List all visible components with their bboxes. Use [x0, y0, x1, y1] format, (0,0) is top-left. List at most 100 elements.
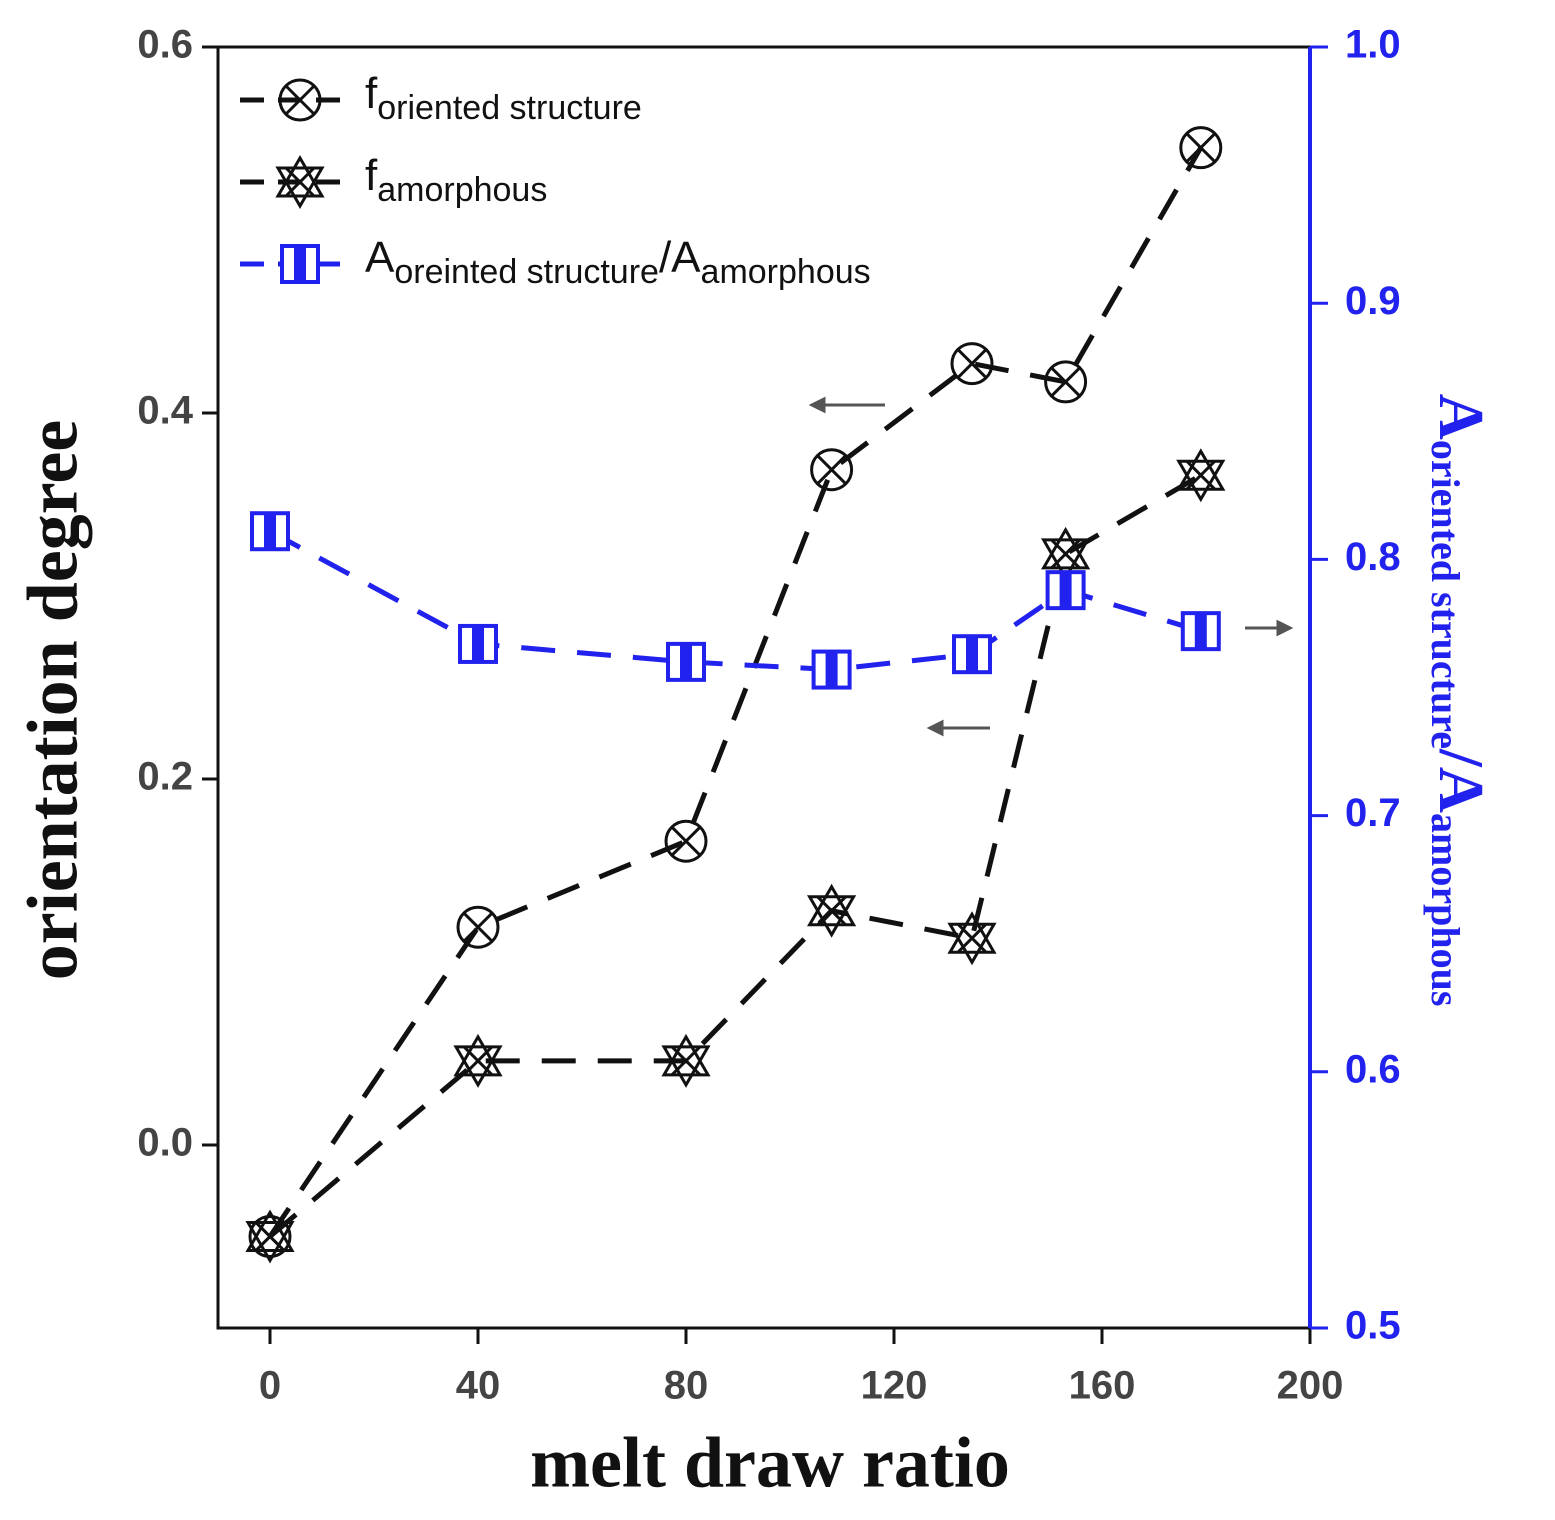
x-tick-label: 0 [259, 1364, 281, 1408]
y2-tick-label: 0.5 [1345, 1304, 1401, 1348]
data-point [245, 1209, 295, 1264]
marker-shape [1185, 460, 1216, 491]
y2-tick-label: 0.8 [1345, 535, 1401, 579]
legend-label-part: oriented structure [377, 89, 642, 127]
marker-shape [275, 155, 325, 209]
marker-shape [670, 1045, 702, 1076]
marker-shape [248, 1215, 292, 1258]
marker-shape [1185, 132, 1216, 163]
marker-shape [664, 819, 708, 863]
y-tick-label: 0.2 [137, 755, 193, 799]
marker-shape [1059, 572, 1072, 609]
marker-shape [245, 1209, 295, 1264]
y2-tick-label: 0.7 [1345, 791, 1401, 835]
data-point [1045, 570, 1086, 611]
legend-label-part: /A [659, 233, 701, 282]
marker-shape [825, 651, 838, 688]
marker-shape [462, 1045, 494, 1076]
data-point [666, 641, 706, 682]
marker-shape [1050, 366, 1081, 397]
x-tick-label: 40 [456, 1364, 501, 1408]
marker-shape [456, 905, 500, 949]
marker-shape [956, 348, 988, 379]
legend-label: foriented structure [365, 69, 642, 127]
y2-label-part: oriented structure [1423, 440, 1468, 749]
marker-shape [810, 448, 854, 492]
marker-shape [1176, 448, 1226, 503]
arrow-head [1276, 619, 1294, 637]
arrow-head [926, 719, 944, 737]
legend-label-part: amorphous [377, 171, 547, 209]
data-point [1180, 611, 1221, 652]
series-line [267, 146, 1203, 1238]
marker-shape [816, 454, 847, 485]
legend-label: Aoreinted structure/Aamorphous [365, 233, 871, 291]
marker-shape [1179, 126, 1223, 170]
data-point [806, 883, 857, 938]
marker-shape [284, 166, 316, 198]
y2-tick-label: 0.9 [1345, 279, 1401, 323]
data-point [458, 623, 498, 664]
data-point [456, 905, 500, 949]
y-tick-label: 0.6 [137, 23, 193, 67]
legend-label: famorphous [365, 151, 547, 209]
marker-shape [278, 78, 322, 122]
marker-shape [947, 911, 997, 966]
x-tick-label: 120 [861, 1364, 928, 1408]
data-point [1040, 526, 1091, 581]
marker-shape [806, 883, 857, 938]
legend-label-part: oreinted structure [394, 253, 659, 291]
marker-shape [462, 912, 494, 943]
marker-shape [661, 1033, 711, 1088]
legend-label-part: amorphous [701, 253, 871, 291]
marker-shape [254, 1221, 286, 1252]
y2-tick-label: 0.6 [1345, 1047, 1401, 1091]
data-point [1176, 448, 1226, 503]
legend-item: famorphous [240, 151, 547, 209]
data-point [810, 448, 854, 492]
y-tick-label: 0.0 [137, 1121, 193, 1165]
y2-label-part: /A [1426, 748, 1497, 813]
marker-shape [950, 342, 994, 386]
marker-shape [680, 643, 692, 680]
marker-shape [1194, 613, 1207, 650]
marker-shape [264, 513, 276, 550]
y-tick-label: 0.4 [137, 389, 193, 433]
legend-label-part: f [365, 69, 378, 118]
data-point [661, 1033, 711, 1088]
y-axis-label: orientation degree [13, 420, 93, 981]
marker-shape [1044, 360, 1088, 404]
data-point [950, 342, 994, 386]
legend-item: foriented structure [240, 69, 642, 127]
x-tick-label: 80 [664, 1364, 709, 1408]
data-point [811, 649, 852, 690]
marker-shape [670, 826, 702, 857]
x-tick-label: 200 [1277, 1364, 1344, 1408]
marker-shape [453, 1033, 503, 1088]
legend-item: Aoreinted structure/Aamorphous [240, 233, 871, 291]
y2-label-part: amorphous [1423, 813, 1468, 1006]
arrow-head [808, 396, 826, 414]
x-tick-label: 160 [1069, 1364, 1136, 1408]
marker-shape [472, 625, 484, 662]
y2-tick-label: 1.0 [1345, 23, 1401, 67]
marker-shape [1040, 526, 1091, 581]
legend-label-part: A [365, 233, 395, 282]
marker-shape [816, 895, 847, 926]
data-point [1044, 360, 1088, 404]
marker-shape [956, 923, 988, 954]
data-point [1179, 126, 1223, 170]
marker-shape [1050, 538, 1081, 569]
data-point [664, 819, 708, 863]
y2-axis-label: Aoriented structure/Aamorphous [1423, 394, 1498, 1007]
data-point [453, 1033, 503, 1088]
y2-label-part: A [1426, 394, 1497, 440]
annotation-arrows [808, 396, 1294, 737]
data-point [952, 634, 992, 675]
x-axis-label: melt draw ratio [530, 1423, 1010, 1503]
marker-shape [294, 246, 306, 282]
data-point [250, 511, 290, 552]
marker-shape [284, 84, 316, 116]
legend-label-part: f [365, 151, 378, 200]
